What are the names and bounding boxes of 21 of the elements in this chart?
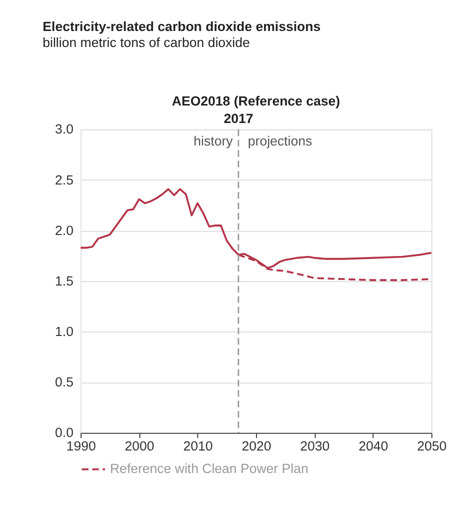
y-tick-label: 2.0 xyxy=(55,222,74,238)
x-tick-label: 2040 xyxy=(358,438,388,454)
ref-line-label: 2017 xyxy=(224,110,254,126)
x-tick-label: 2010 xyxy=(183,438,213,454)
y-tick-label: 0.0 xyxy=(55,425,74,440)
x-tick-label: 2050 xyxy=(417,438,447,454)
legend-label: Reference with Clean Power Plan xyxy=(110,461,308,476)
chart-subtitle: billion metric tons of carbon dioxide xyxy=(42,34,250,50)
text: AEO2018 (Reference case) xyxy=(172,94,340,109)
x-tick-label: 2020 xyxy=(242,438,272,454)
chart-title: Electricity-related carbon dioxide emissions xyxy=(42,18,321,34)
y-tick-label: 2.5 xyxy=(55,172,74,188)
annotation: projections xyxy=(248,134,312,149)
y-tick-label: 3.0 xyxy=(55,122,74,137)
y-tick-label: 1.0 xyxy=(55,324,74,339)
y-tick-label: 0.5 xyxy=(55,374,74,390)
annotation: history xyxy=(194,134,234,149)
x-tick-label: 2030 xyxy=(300,438,330,454)
x-tick-label: 2000 xyxy=(124,438,154,454)
x-tick-label: 1990 xyxy=(66,438,96,454)
y-tick-label: 1.5 xyxy=(55,273,74,288)
